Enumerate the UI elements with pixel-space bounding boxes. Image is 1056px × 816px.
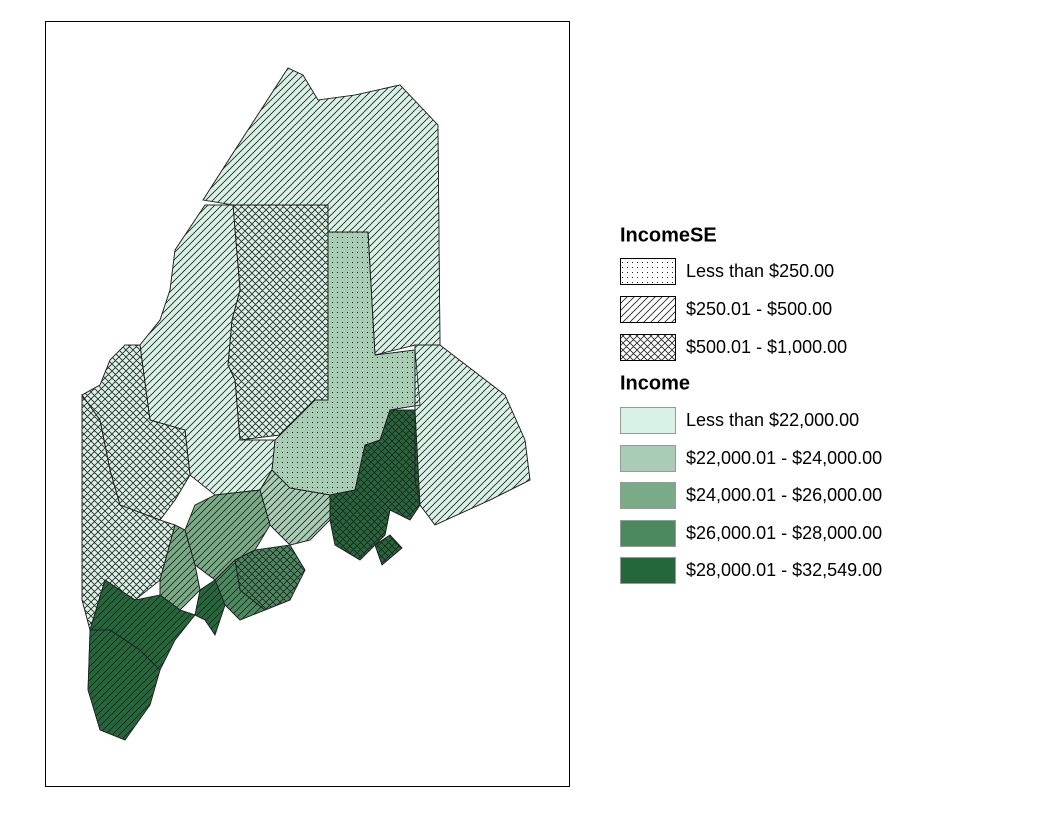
legend-label: $28,000.01 - $32,549.00 bbox=[686, 560, 882, 580]
legend: IncomeSE Less than $250.00 $250.01 - $50… bbox=[620, 224, 882, 584]
legend-label: $250.01 - $500.00 bbox=[686, 299, 832, 319]
map bbox=[81, 67, 531, 741]
legend-label: Less than $250.00 bbox=[686, 261, 834, 281]
legend-swatch bbox=[620, 407, 676, 434]
legend-label: $500.01 - $1,000.00 bbox=[686, 337, 847, 357]
legend-label: $22,000.01 - $24,000.00 bbox=[686, 448, 882, 468]
legend-title: Income bbox=[620, 372, 690, 394]
legend-swatch bbox=[620, 334, 676, 361]
legend-label: $26,000.01 - $28,000.00 bbox=[686, 523, 882, 543]
legend-swatch bbox=[620, 258, 676, 285]
legend-label: Less than $22,000.00 bbox=[686, 410, 859, 430]
legend-swatch bbox=[620, 520, 676, 547]
legend-title: IncomeSE bbox=[620, 224, 717, 246]
legend-swatch bbox=[620, 482, 676, 509]
legend-swatch bbox=[620, 296, 676, 323]
legend-swatch bbox=[620, 445, 676, 472]
legend-swatch bbox=[620, 557, 676, 584]
legend-label: $24,000.01 - $26,000.00 bbox=[686, 485, 882, 505]
